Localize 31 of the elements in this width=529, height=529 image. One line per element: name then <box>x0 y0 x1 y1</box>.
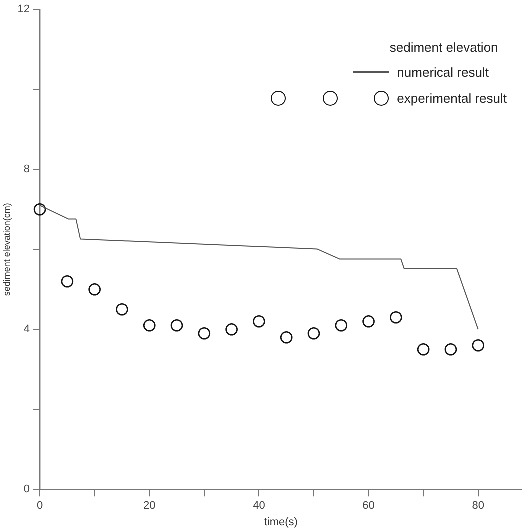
point <box>335 319 348 332</box>
point <box>226 323 238 336</box>
x-tick-label: 80 <box>472 500 484 512</box>
point <box>253 315 266 328</box>
x-tick-label: 40 <box>253 500 266 512</box>
y-tick-label: 8 <box>24 164 30 176</box>
point <box>280 331 293 344</box>
point <box>61 275 74 288</box>
y-tick-label: 0 <box>24 484 30 496</box>
point <box>198 327 211 340</box>
point <box>417 343 430 356</box>
legend-title: sediment elevation <box>388 40 500 55</box>
point <box>34 203 46 216</box>
y-tick-label: 4 <box>24 324 30 336</box>
y-axis-title: sediment elevation(cm) <box>2 203 12 296</box>
x-tick-label: 0 <box>36 500 44 512</box>
y-tick-label: 12 <box>18 4 30 16</box>
legend-label: experimental result <box>397 90 507 106</box>
legend-label: numerical result <box>397 64 489 80</box>
point <box>170 319 184 332</box>
x-axis-title: time(s) <box>264 516 298 528</box>
x-tick-label: 60 <box>362 500 375 512</box>
point <box>116 303 128 316</box>
x-tick-label: 20 <box>143 500 156 512</box>
point <box>143 319 156 332</box>
point <box>362 315 375 328</box>
point <box>444 343 458 356</box>
point <box>308 327 320 340</box>
point <box>390 311 402 324</box>
point <box>472 339 485 352</box>
point <box>88 283 101 296</box>
